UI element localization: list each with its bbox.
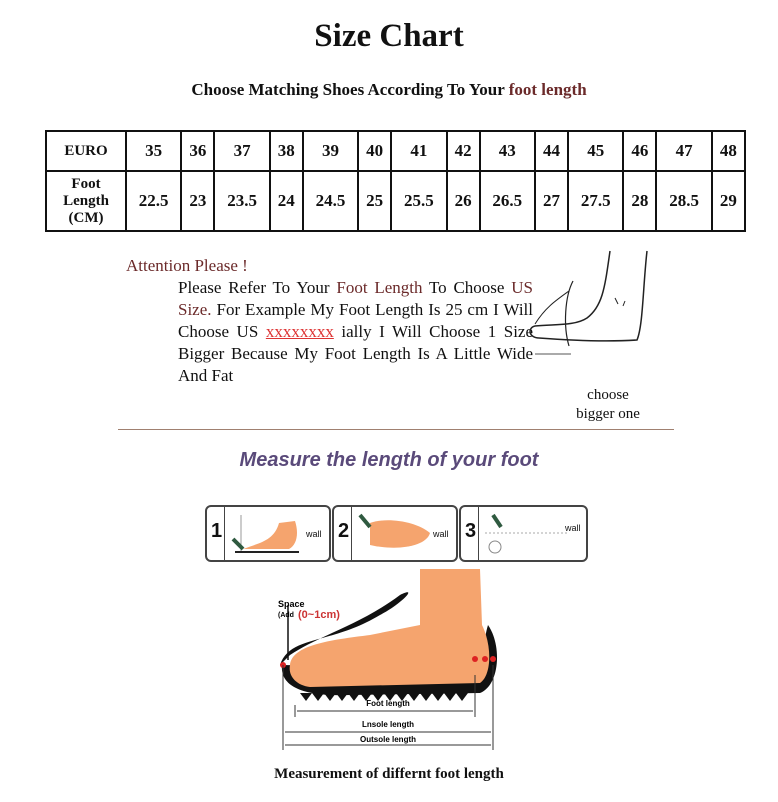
add-value: (0~1cm) xyxy=(298,609,340,621)
euro-size-cell: 43 xyxy=(478,130,536,172)
foot-length-cell: 29 xyxy=(710,170,747,232)
foot-length-label: Foot length xyxy=(366,699,410,708)
attention-heading: Attention Please ! xyxy=(126,256,248,275)
shoe-measurement-diagram: Space (Add (0~1cm) Foot length Lnsole le… xyxy=(278,569,498,750)
foot-length-cell: 28 xyxy=(622,170,658,232)
subtitle: Choose Matching Shoes According To Your … xyxy=(0,80,778,100)
foot-length-cell: 24 xyxy=(268,170,304,232)
foot-length-cell: 23 xyxy=(180,170,216,232)
euro-size-cell: 39 xyxy=(301,130,360,172)
step-number: 3 xyxy=(465,520,477,542)
euro-size-cell: 48 xyxy=(710,130,747,172)
foot-length-cell: 22.5 xyxy=(124,170,183,232)
euro-label: EURO xyxy=(45,130,127,172)
measure-heading: Measure the length of your foot xyxy=(239,449,539,471)
foot-length-cell: 27.5 xyxy=(567,170,625,232)
foot-side-icon xyxy=(231,515,299,553)
page-title: Size Chart xyxy=(314,18,464,54)
foot-length-cell: 24.5 xyxy=(301,170,360,232)
foot-length-cell: 27 xyxy=(533,170,570,232)
euro-size-cell: 40 xyxy=(357,130,393,172)
euro-size-cell: 38 xyxy=(268,130,304,172)
diagram-caption: Measurement of differnt foot length xyxy=(274,766,504,782)
euro-size-cell: 47 xyxy=(655,130,713,172)
wall-label: wall xyxy=(433,529,449,539)
choose-bigger-label: choose bigger one xyxy=(576,387,640,422)
euro-size-cell: 41 xyxy=(390,130,448,172)
add-label: (Add xyxy=(278,612,294,619)
foot-length-label: Foot Length (CM) xyxy=(45,170,127,232)
foot-length-cell: 26 xyxy=(445,170,481,232)
foot-length-cell: 23.5 xyxy=(213,170,271,232)
foot-length-cell: 26.5 xyxy=(478,170,536,232)
step-3-panel: 3 wall xyxy=(459,505,588,562)
foot-top-icon xyxy=(358,513,430,548)
euro-row: EURO 35 36 37 38 39 40 41 42 43 44 45 46 47 48 xyxy=(45,130,747,172)
euro-size-cell: 44 xyxy=(533,130,570,172)
step-1-panel: 1 wall xyxy=(205,505,331,562)
wall-label: wall xyxy=(565,523,581,533)
space-label: Space xyxy=(278,599,305,609)
wall-label: wall xyxy=(306,529,322,539)
foot-length-cell: 28.5 xyxy=(655,170,713,232)
foot-sketch-illustration xyxy=(529,250,648,355)
size-table: EURO 35 36 37 38 39 40 41 42 43 44 45 46 47 48 Foot Len… xyxy=(45,130,747,232)
subtitle-text: Choose Matching Shoes According To Your xyxy=(191,80,509,99)
foot-length-cell: 25.5 xyxy=(390,170,448,232)
euro-size-cell: 37 xyxy=(213,130,271,172)
foot-length-row: Foot Length (CM) 22.5 23 23.5 24 24.5 25 25.5 26 26… xyxy=(45,170,747,232)
attention-note: Attention Please ! Please Refer To Your … xyxy=(126,255,533,387)
measure-mark-icon xyxy=(485,513,568,554)
euro-size-cell: 36 xyxy=(180,130,216,172)
euro-size-cell: 42 xyxy=(445,130,481,172)
outsole-length-label: Outsole length xyxy=(360,735,416,744)
insole-length-label: Lnsole length xyxy=(362,720,414,729)
step-number: 1 xyxy=(211,520,223,542)
euro-size-cell: 35 xyxy=(124,130,183,172)
subtitle-highlight: foot length xyxy=(508,80,587,99)
step-number: 2 xyxy=(338,520,350,542)
euro-size-cell: 46 xyxy=(622,130,658,172)
foot-length-cell: 25 xyxy=(357,170,393,232)
divider xyxy=(118,429,674,430)
step-2-panel: 2 wall xyxy=(332,505,458,562)
attention-text: Please Refer To Your Foot Length To Choo… xyxy=(178,278,534,385)
euro-size-cell: 45 xyxy=(567,130,625,172)
